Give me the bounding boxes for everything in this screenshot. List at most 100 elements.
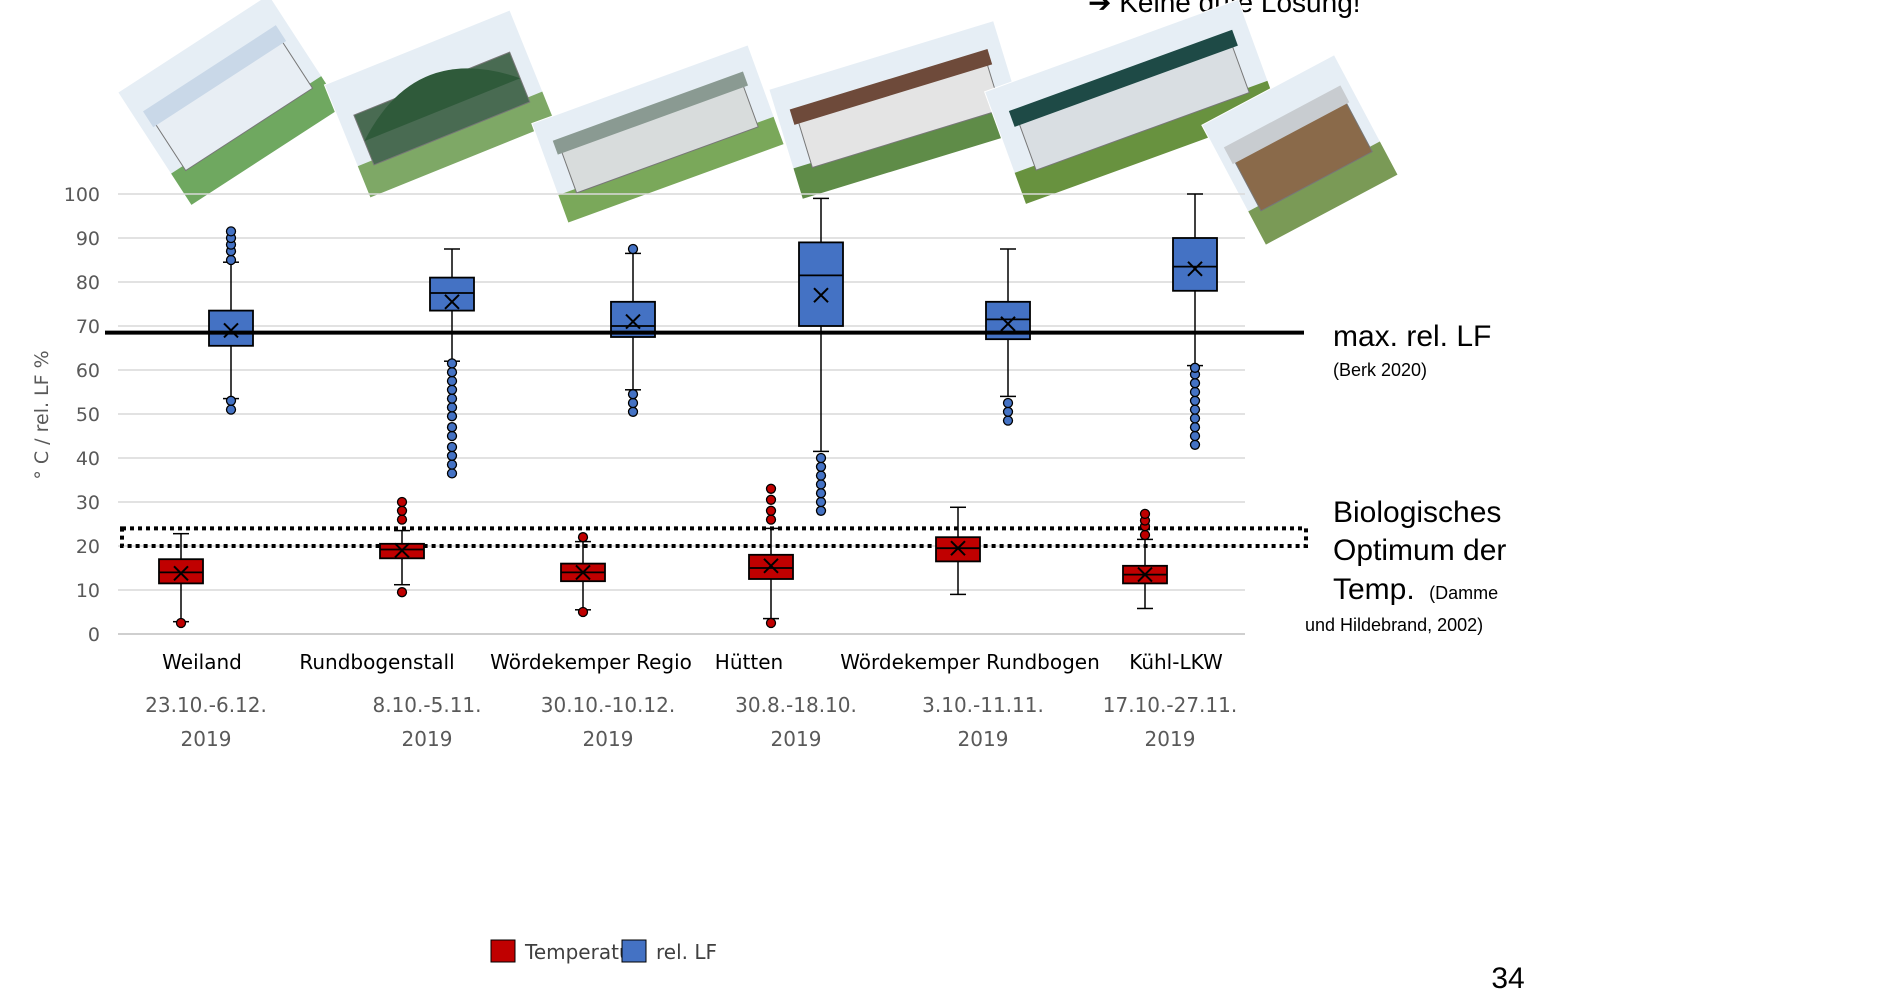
- photo-0: [117, 0, 343, 207]
- box-rh-1: [429, 248, 475, 479]
- photo-roof: [1008, 29, 1238, 127]
- max-rel-lf-title: max. rel. LF: [1333, 320, 1491, 353]
- legend-swatch-0: [490, 939, 516, 963]
- category-year-5: 2019: [1145, 727, 1196, 751]
- outlier-point: [1189, 430, 1201, 442]
- outlier-point: [1139, 529, 1151, 541]
- outlier-point: [1139, 508, 1151, 520]
- y-tick-40: 40: [76, 448, 100, 470]
- mean-marker-b: [173, 565, 189, 581]
- category-label-5: Kühl-LKW: [1129, 650, 1223, 674]
- photo-frame: [117, 0, 343, 207]
- y-axis-label: ° C / rel. LF %: [31, 350, 53, 479]
- outlier-point: [446, 459, 458, 470]
- outlier-point: [627, 397, 639, 409]
- outlier-point: [815, 461, 827, 472]
- box-rh-2: [610, 243, 656, 417]
- outlier-point: [765, 483, 777, 494]
- outlier-point: [396, 587, 408, 598]
- category-labels: Weiland 23.10.-6.12. 2019 Rundbogenstall 8.1…: [145, 650, 1237, 751]
- box-temp-4: [935, 506, 981, 596]
- outlier-point: [225, 404, 237, 415]
- outlier-point: [446, 430, 458, 442]
- outlier-point: [225, 395, 237, 406]
- outlier-point: [446, 450, 458, 461]
- mean-marker-b: [444, 294, 460, 310]
- photo-roof: [364, 68, 521, 142]
- photo-frame: [531, 44, 785, 224]
- outlier-point: [396, 496, 408, 508]
- category-label-0: Weiland: [162, 650, 242, 674]
- bio-optimum-temp: Temp.: [1333, 573, 1415, 606]
- photo-3: [768, 20, 1028, 200]
- box-rh-4: [985, 248, 1031, 426]
- outlier-point: [1189, 413, 1201, 424]
- box-rh-0: [208, 226, 254, 415]
- bio-optimum-source-part2: und Hildebrand, 2002): [1305, 615, 1483, 635]
- box-temp-2: [560, 532, 606, 618]
- outlier-point: [765, 514, 777, 525]
- category-label-4: Wördekemper Rundbogen: [840, 650, 1100, 674]
- y-tick-100: 100: [64, 184, 100, 206]
- category-label-2: Wördekemper Regio: [490, 650, 692, 674]
- outlier-point: [815, 452, 827, 464]
- photo-roof: [552, 71, 749, 155]
- category-period-1: 8.10.-5.11.: [373, 693, 482, 717]
- outlier-point: [815, 479, 827, 490]
- category-period-3: 30.8.-18.10.: [735, 693, 857, 717]
- outlier-point: [1189, 378, 1201, 389]
- box-temp-1: [379, 496, 425, 598]
- outlier-point: [627, 243, 639, 255]
- mean-marker-b: [625, 313, 641, 330]
- box-plots: [158, 193, 1218, 629]
- mean-marker-b: [1137, 566, 1153, 583]
- category-period-5: 17.10.-27.11.: [1103, 693, 1237, 717]
- outlier-point: [446, 441, 458, 453]
- photo-1: [323, 9, 557, 199]
- outlier-point: [815, 496, 827, 508]
- photo-frame: [768, 20, 1028, 200]
- outlier-point: [765, 505, 777, 516]
- outlier-point: [627, 389, 639, 400]
- mean-marker-b: [394, 542, 410, 559]
- y-tick-70: 70: [76, 316, 100, 338]
- box-body: [1172, 237, 1218, 292]
- outlier-point: [446, 393, 458, 404]
- outlier-point: [1189, 362, 1201, 373]
- photo-ground: [357, 91, 556, 199]
- category-period-4: 3.10.-11.11.: [922, 693, 1044, 717]
- mean-marker-b: [763, 558, 779, 574]
- photo-roof: [142, 25, 287, 128]
- box-temp-0: [158, 532, 204, 629]
- y-tick-80: 80: [76, 272, 100, 294]
- outlier-point: [446, 367, 458, 378]
- mean-marker-b: [223, 322, 239, 339]
- outlier-point: [446, 411, 458, 422]
- mean-marker-b: [950, 540, 966, 556]
- y-tick-20: 20: [76, 536, 100, 558]
- category-period-0: 23.10.-6.12.: [145, 693, 267, 717]
- outlier-point: [1189, 404, 1201, 415]
- y-tick-30: 30: [76, 492, 100, 514]
- mean-marker-b: [575, 564, 591, 581]
- mean-marker-b: [1000, 316, 1016, 332]
- legend-label-1: rel. LF: [656, 940, 717, 964]
- y-tick-90: 90: [76, 228, 100, 250]
- grid: [118, 193, 1245, 635]
- category-period-2: 30.10.-10.12.: [541, 693, 675, 717]
- outlier-point: [765, 617, 777, 629]
- photo-ground: [557, 116, 785, 224]
- outlier-point: [815, 470, 827, 481]
- outlier-point: [577, 606, 589, 618]
- outlier-point: [175, 617, 187, 629]
- box-temp-3: [748, 483, 794, 629]
- outlier-point: [446, 375, 458, 387]
- outlier-point: [1189, 386, 1201, 398]
- page-number: 34: [1491, 962, 1524, 995]
- category-year-3: 2019: [771, 727, 822, 751]
- outlier-point: [446, 384, 458, 395]
- photo-5: [1201, 54, 1399, 246]
- outlier-point: [1189, 439, 1201, 450]
- outlier-point: [396, 514, 408, 525]
